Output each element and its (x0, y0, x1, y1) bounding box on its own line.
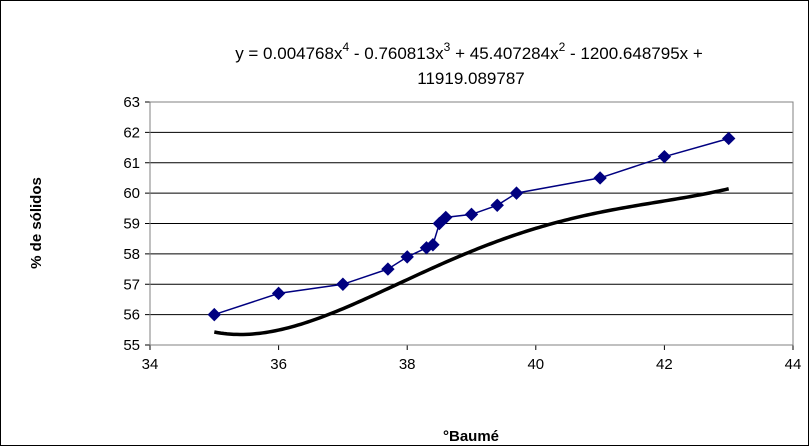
y-tick-label: 56 (123, 307, 140, 324)
x-tick-label: 42 (656, 356, 673, 373)
data-point (426, 238, 440, 252)
y-axis-title: % de sólidos (28, 177, 45, 269)
y-tick-labels: 55 56 57 58 59 60 61 62 63 (123, 94, 140, 354)
x-tick-label: 36 (270, 356, 287, 373)
grid-layer (145, 101, 794, 350)
y-tick-label: 60 (123, 185, 140, 202)
equation-part: y = 0.004768x (235, 44, 343, 63)
x-tick-label: 40 (527, 356, 544, 373)
equation-part: - 1200.648795x + (565, 44, 703, 63)
data-point (490, 198, 504, 212)
plot-area (149, 101, 794, 346)
x-tick-labels: 34 36 38 40 42 44 (142, 356, 802, 373)
data-point (509, 186, 524, 200)
marker-layer (207, 131, 736, 322)
data-point (657, 149, 672, 164)
y-tick-label: 62 (123, 124, 140, 141)
trendline (213, 187, 730, 337)
data-point (207, 307, 222, 322)
equation-exponent: 4 (342, 40, 349, 54)
data-point (439, 210, 453, 225)
trendline-equation-line2: 11919.089787 (417, 69, 524, 88)
data-point (721, 131, 736, 146)
y-tick-label: 63 (123, 94, 140, 111)
y-tick-label: 55 (123, 337, 140, 354)
equation-part: - 0.760813x (349, 44, 444, 63)
data-point (336, 277, 350, 291)
equation-exponent: 3 (444, 40, 451, 54)
trendline-equation: y = 0.004768x4 - 0.760813x3 + 45.407284x… (235, 40, 703, 63)
x-tick-label: 34 (142, 356, 159, 373)
y-tick-label: 57 (123, 276, 140, 293)
y-tick-label: 59 (123, 216, 140, 233)
data-point (464, 207, 479, 222)
trend-layer (213, 187, 730, 337)
data-point (593, 171, 607, 185)
data-point (381, 262, 395, 276)
x-tick-label: 44 (785, 356, 802, 373)
y-tick-label: 61 (123, 155, 140, 172)
series-line (214, 137, 729, 316)
x-axis-title: °Baumé (443, 428, 499, 445)
series-layer (214, 137, 729, 316)
equation-exponent: 2 (559, 40, 566, 54)
y-tick-label: 58 (123, 246, 140, 263)
data-point (400, 250, 414, 264)
equation-part: + 45.407284x (450, 44, 559, 63)
data-point (271, 286, 286, 301)
x-tick-label: 38 (399, 356, 416, 373)
